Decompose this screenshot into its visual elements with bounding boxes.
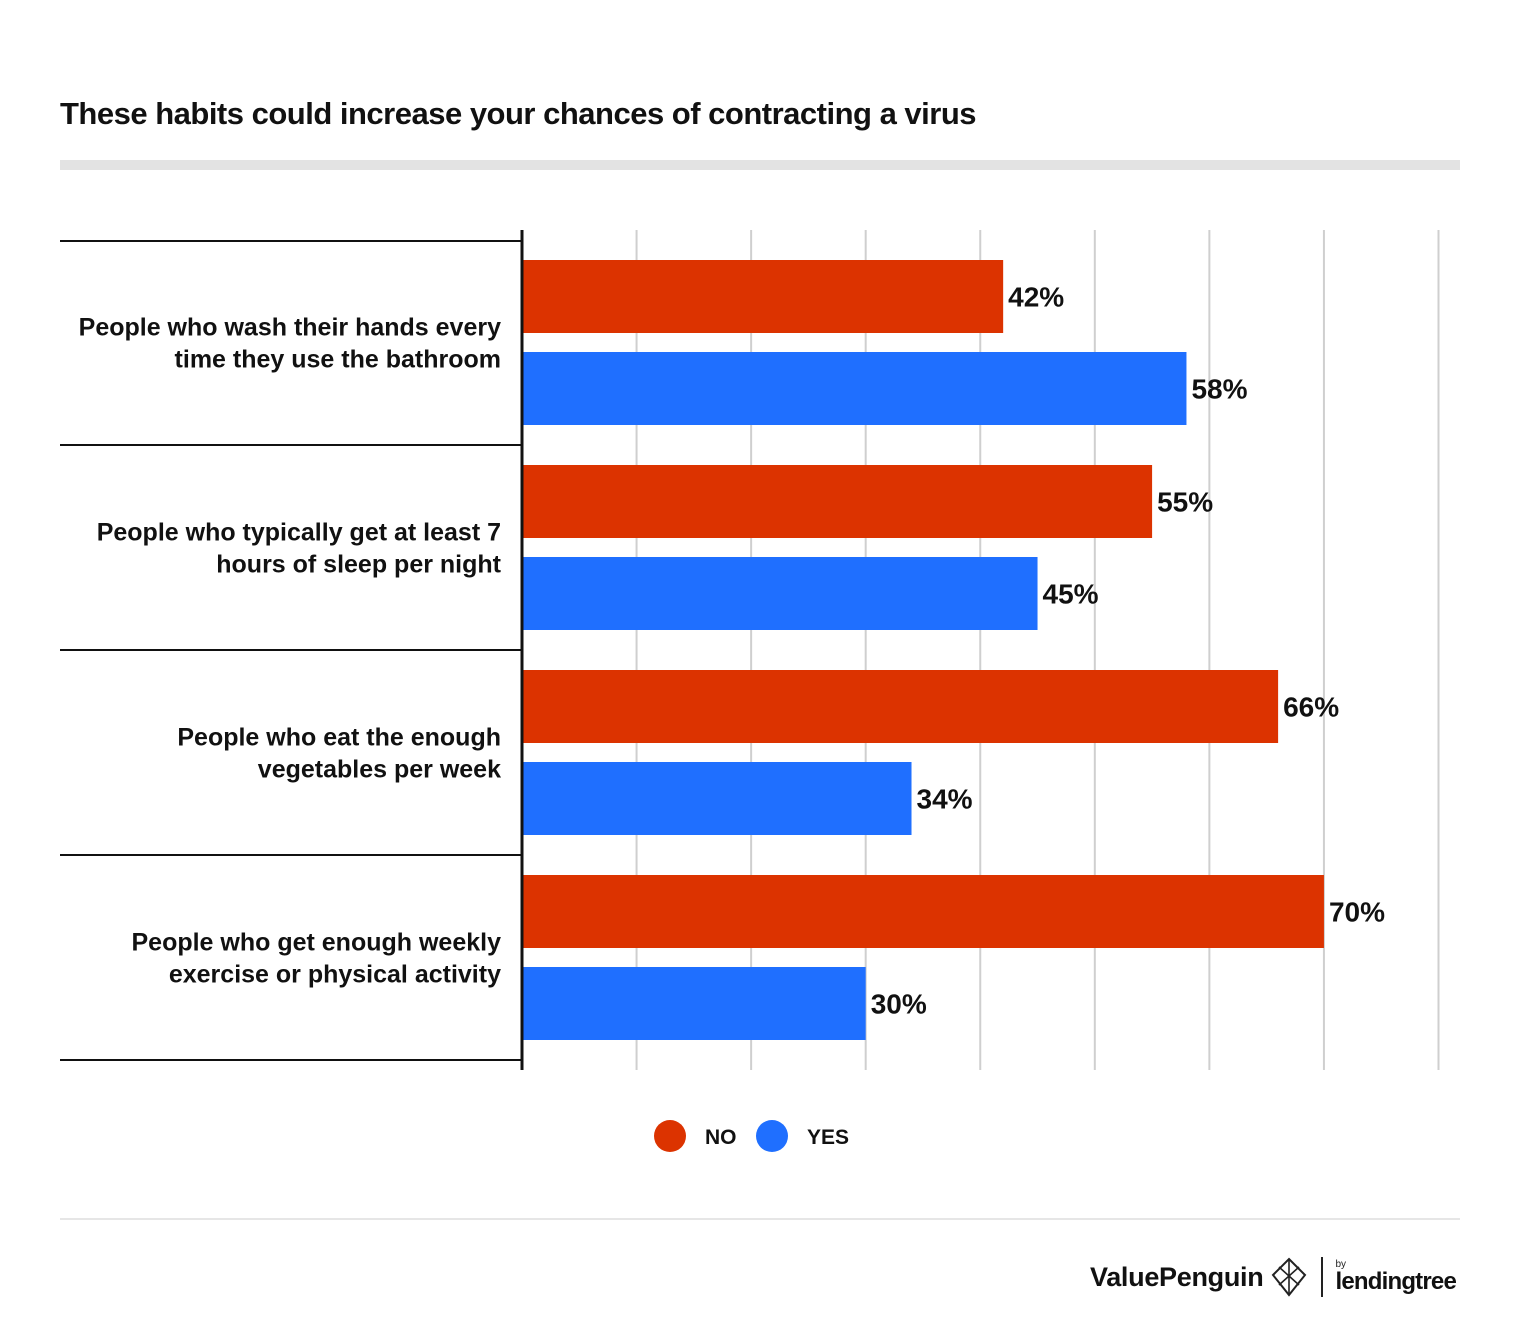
legend-label-yes: YES: [807, 1126, 849, 1149]
bar-yes: [522, 352, 1187, 425]
bar-value-label: 45%: [1043, 579, 1099, 610]
legend-swatch-yes: [756, 1120, 788, 1152]
bar-value-label: 30%: [871, 989, 927, 1020]
brand-by: by: [1335, 1259, 1347, 1270]
brand-separator: [1321, 1257, 1324, 1297]
penguin-mark-icon: [1272, 1257, 1307, 1297]
legend-swatch-no: [654, 1120, 686, 1152]
category-label: People who get enough weekly: [131, 929, 501, 957]
bar-chart: 42% 58% People who wash their hands every t…: [60, 230, 1440, 1152]
bar-no: [522, 875, 1324, 948]
category-label: time they use the bathroom: [175, 346, 501, 374]
chart-title: These habits could increase your chances…: [60, 96, 977, 131]
bar-no: [522, 260, 1004, 333]
footer-divider: [60, 1218, 1460, 1220]
category-label: People who typically get at least 7: [97, 519, 501, 547]
bar-value-label: 58%: [1191, 374, 1247, 405]
bar-value-label: 66%: [1283, 692, 1339, 723]
bar-no: [522, 465, 1153, 538]
lendingtree-wordmark: lendingtree: [1335, 1268, 1457, 1295]
brand-logo[interactable]: ValuePenguin by lendingtree: [1090, 1252, 1457, 1302]
category-label: People who eat the enough: [177, 724, 501, 752]
bar-yes: [522, 967, 866, 1040]
bar-yes: [522, 762, 912, 835]
bar-value-label: 42%: [1008, 282, 1064, 313]
category-label: hours of sleep per night: [216, 551, 501, 579]
lendingtree-logo: by lendingtree: [1335, 1260, 1456, 1294]
category-label: People who wash their hands every: [79, 314, 501, 342]
category-label: exercise or physical activity: [169, 961, 501, 989]
valuepenguin-wordmark: ValuePenguin: [1090, 1261, 1264, 1292]
bar-value-label: 34%: [917, 784, 973, 815]
bar-yes: [522, 557, 1038, 630]
legend-label-no: NO: [705, 1126, 737, 1149]
bar-no: [522, 670, 1279, 743]
bar-value-label: 55%: [1157, 487, 1213, 518]
category-label: vegetables per week: [258, 756, 501, 784]
bar-value-label: 70%: [1329, 897, 1385, 928]
title-divider: [60, 160, 1460, 170]
